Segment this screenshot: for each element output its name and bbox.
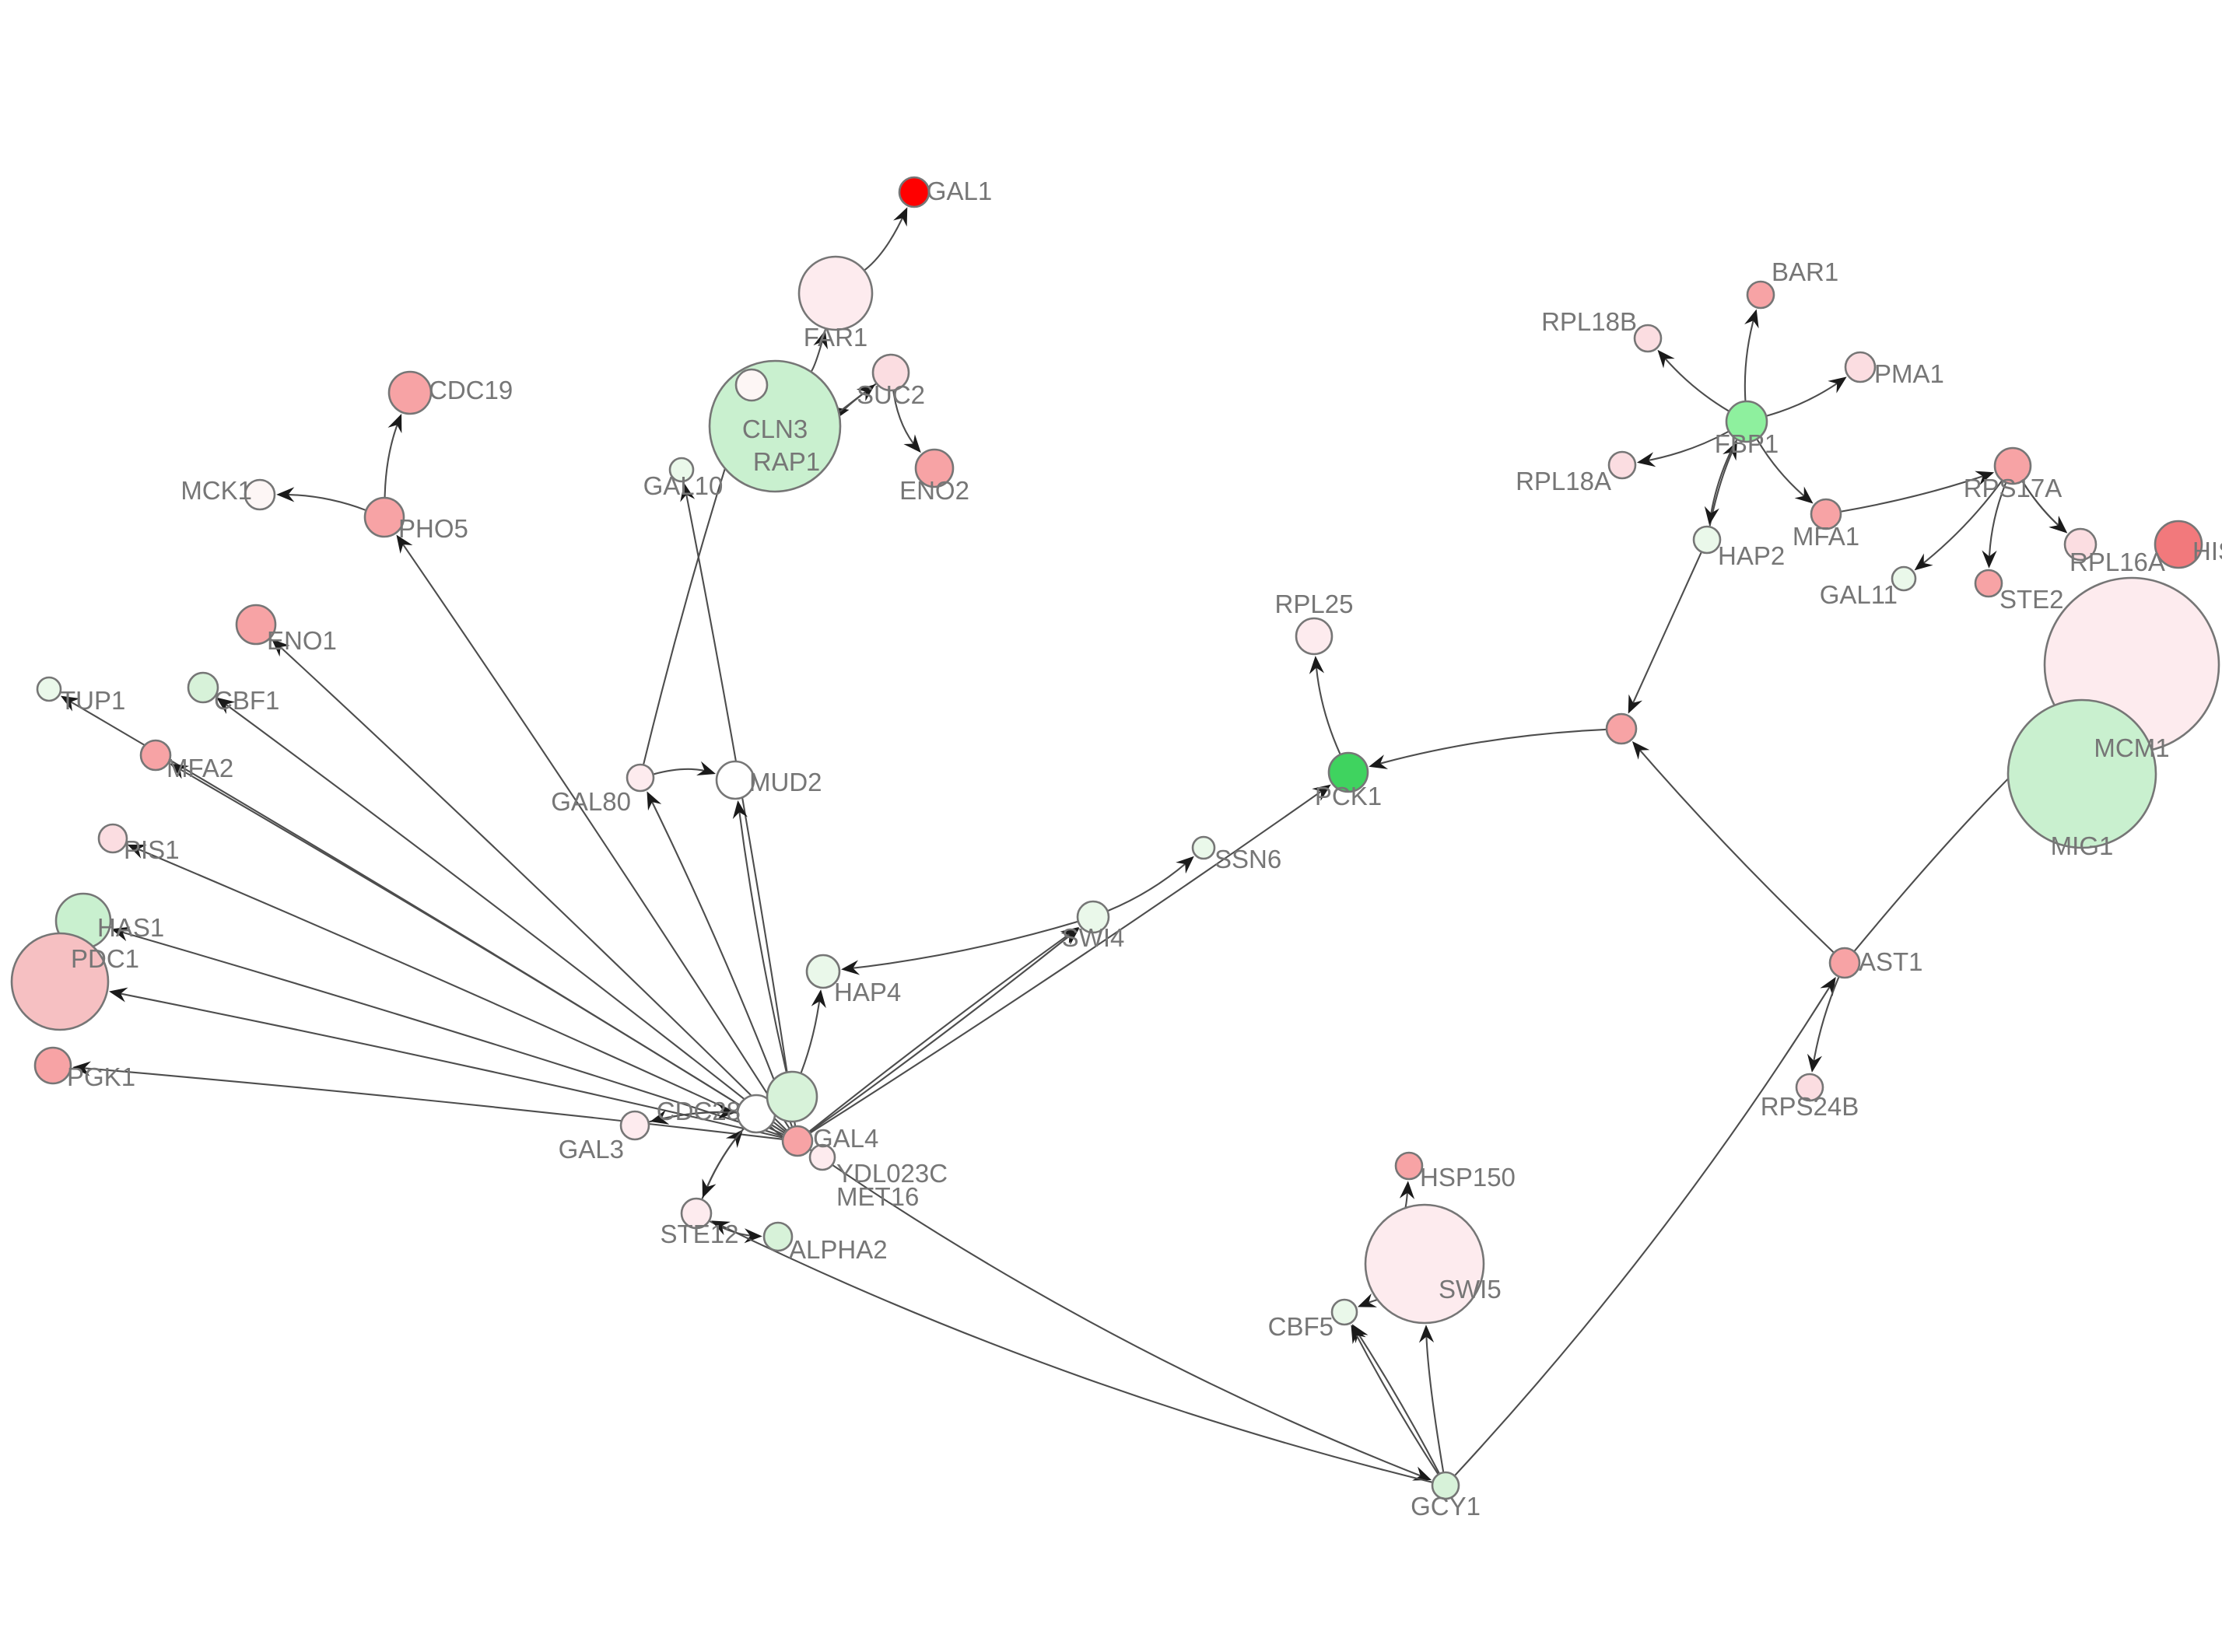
svg-text:SUC2: SUC2 (857, 380, 925, 409)
svg-text:RPL25: RPL25 (1275, 590, 1354, 618)
svg-text:SWI4: SWI4 (1062, 923, 1125, 952)
svg-text:STE12: STE12 (661, 1220, 739, 1248)
svg-text:PCK1: PCK1 (1315, 782, 1382, 810)
svg-text:GAL11: GAL11 (1820, 580, 1898, 609)
svg-text:GAL10: GAL10 (643, 471, 724, 500)
svg-text:RPL18B: RPL18B (1541, 307, 1637, 336)
svg-text:HIS4: HIS4 (2192, 537, 2222, 565)
svg-text:SSN6: SSN6 (1214, 845, 1281, 873)
svg-text:GCY1: GCY1 (1411, 1492, 1481, 1521)
svg-text:PGK1: PGK1 (67, 1062, 135, 1091)
svg-text:HAP4: HAP4 (834, 978, 901, 1006)
svg-text:ENO1: ENO1 (267, 626, 337, 655)
svg-text:SWI5: SWI5 (1439, 1275, 1502, 1304)
svg-text:CBF1: CBF1 (214, 686, 279, 715)
svg-text:PMA1: PMA1 (1874, 359, 1944, 388)
svg-text:RPL18A: RPL18A (1516, 467, 1611, 495)
svg-text:FAR1: FAR1 (804, 323, 868, 352)
svg-text:MET16: MET16 (836, 1182, 919, 1211)
svg-text:RAP1: RAP1 (753, 447, 820, 476)
svg-text:TUP1: TUP1 (60, 686, 125, 715)
svg-text:CDC28: CDC28 (657, 1097, 741, 1125)
svg-text:GAL80: GAL80 (551, 787, 631, 816)
svg-text:HAP2: HAP2 (1718, 541, 1785, 570)
svg-text:ALPHA2: ALPHA2 (789, 1235, 888, 1264)
svg-text:ENO2: ENO2 (899, 476, 969, 505)
svg-text:CDC19: CDC19 (429, 376, 513, 404)
svg-text:GAL4: GAL4 (813, 1124, 878, 1153)
svg-text:FBP1: FBP1 (1715, 429, 1779, 458)
svg-text:HAS1: HAS1 (97, 913, 164, 942)
svg-text:PHO5: PHO5 (398, 514, 468, 543)
svg-text:GAL3: GAL3 (559, 1135, 624, 1164)
svg-text:MFA2: MFA2 (166, 754, 233, 782)
svg-text:RPS17A: RPS17A (1964, 474, 2063, 502)
svg-text:RPS24B: RPS24B (1761, 1092, 1859, 1121)
svg-text:MFA1: MFA1 (1793, 522, 1859, 551)
svg-text:CLN3: CLN3 (742, 415, 808, 443)
svg-text:MCK1: MCK1 (180, 476, 252, 505)
svg-text:MIG1: MIG1 (2051, 831, 2114, 860)
svg-text:RPL16A: RPL16A (2070, 548, 2165, 576)
svg-text:MCM1: MCM1 (2094, 733, 2169, 762)
svg-text:GAL1: GAL1 (927, 177, 992, 205)
svg-text:HSP150: HSP150 (1420, 1163, 1516, 1192)
svg-text:AST1: AST1 (1859, 947, 1923, 976)
svg-text:STE2: STE2 (1999, 585, 2064, 614)
svg-text:MUD2: MUD2 (749, 768, 822, 796)
svg-text:CBF5: CBF5 (1268, 1312, 1334, 1341)
svg-text:BAR1: BAR1 (1772, 257, 1838, 286)
svg-text:PDC1: PDC1 (71, 944, 139, 973)
svg-text:PIS1: PIS1 (124, 835, 180, 864)
